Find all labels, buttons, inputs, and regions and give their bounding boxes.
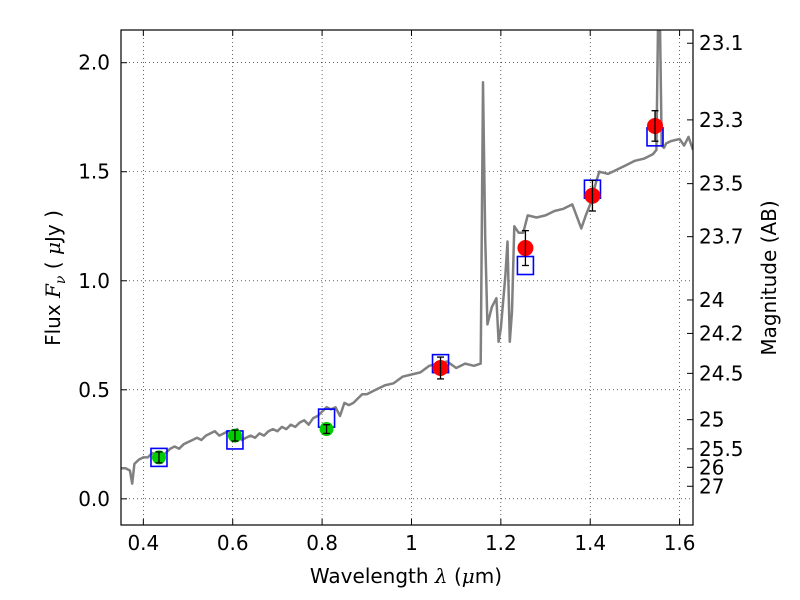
x-tick-label: 1.2 (485, 531, 517, 555)
x-tick-label: 1.6 (664, 531, 696, 555)
right-tick-label: 23.5 (699, 172, 744, 196)
y-tick-label: 1.5 (78, 160, 110, 184)
right-tick-label: 26 (699, 455, 724, 479)
x-axis-label: Wavelength λ (μm) (310, 564, 502, 588)
right-tick-label: 25.5 (699, 437, 744, 461)
y-tick-label: 2.0 (78, 51, 110, 75)
y-axis-label: Flux Fν ( μJy ) (41, 210, 69, 346)
axes-frame (120, 29, 694, 526)
plot-area (121, 30, 693, 485)
spectrum-line (121, 30, 693, 485)
right-tick-label: 24 (699, 288, 724, 312)
right-tick-label: 24.5 (699, 361, 744, 385)
y-tick-label: 0.0 (78, 487, 110, 511)
right-tick-label: 24.2 (699, 321, 744, 345)
axis-ticks: 0.4 0.6 0.8 1 1.2 1.4 1.6 0.0 0.5 1.0 1.5 2.0 23.1 23… (78, 30, 744, 555)
right-tick-label: 23.1 (699, 31, 744, 55)
x-tick-label: 1 (405, 531, 418, 555)
model-marker (150, 447, 168, 468)
x-tick-label: 0.8 (306, 531, 338, 555)
y-tick-label: 1.0 (78, 269, 110, 293)
right-tick-label: 25 (699, 408, 724, 432)
x-tick-label: 0.4 (127, 531, 159, 555)
x-tick-label: 1.4 (574, 531, 606, 555)
right-tick-label: 23.7 (699, 225, 744, 249)
right-tick-label: 23.3 (699, 108, 744, 132)
grid (121, 30, 693, 525)
right-tick-label: 27 (699, 474, 724, 498)
y-tick-label: 0.5 (78, 378, 110, 402)
right-axis-label: Magnitude (AB) (757, 200, 781, 355)
x-tick-label: 0.6 (217, 531, 249, 555)
